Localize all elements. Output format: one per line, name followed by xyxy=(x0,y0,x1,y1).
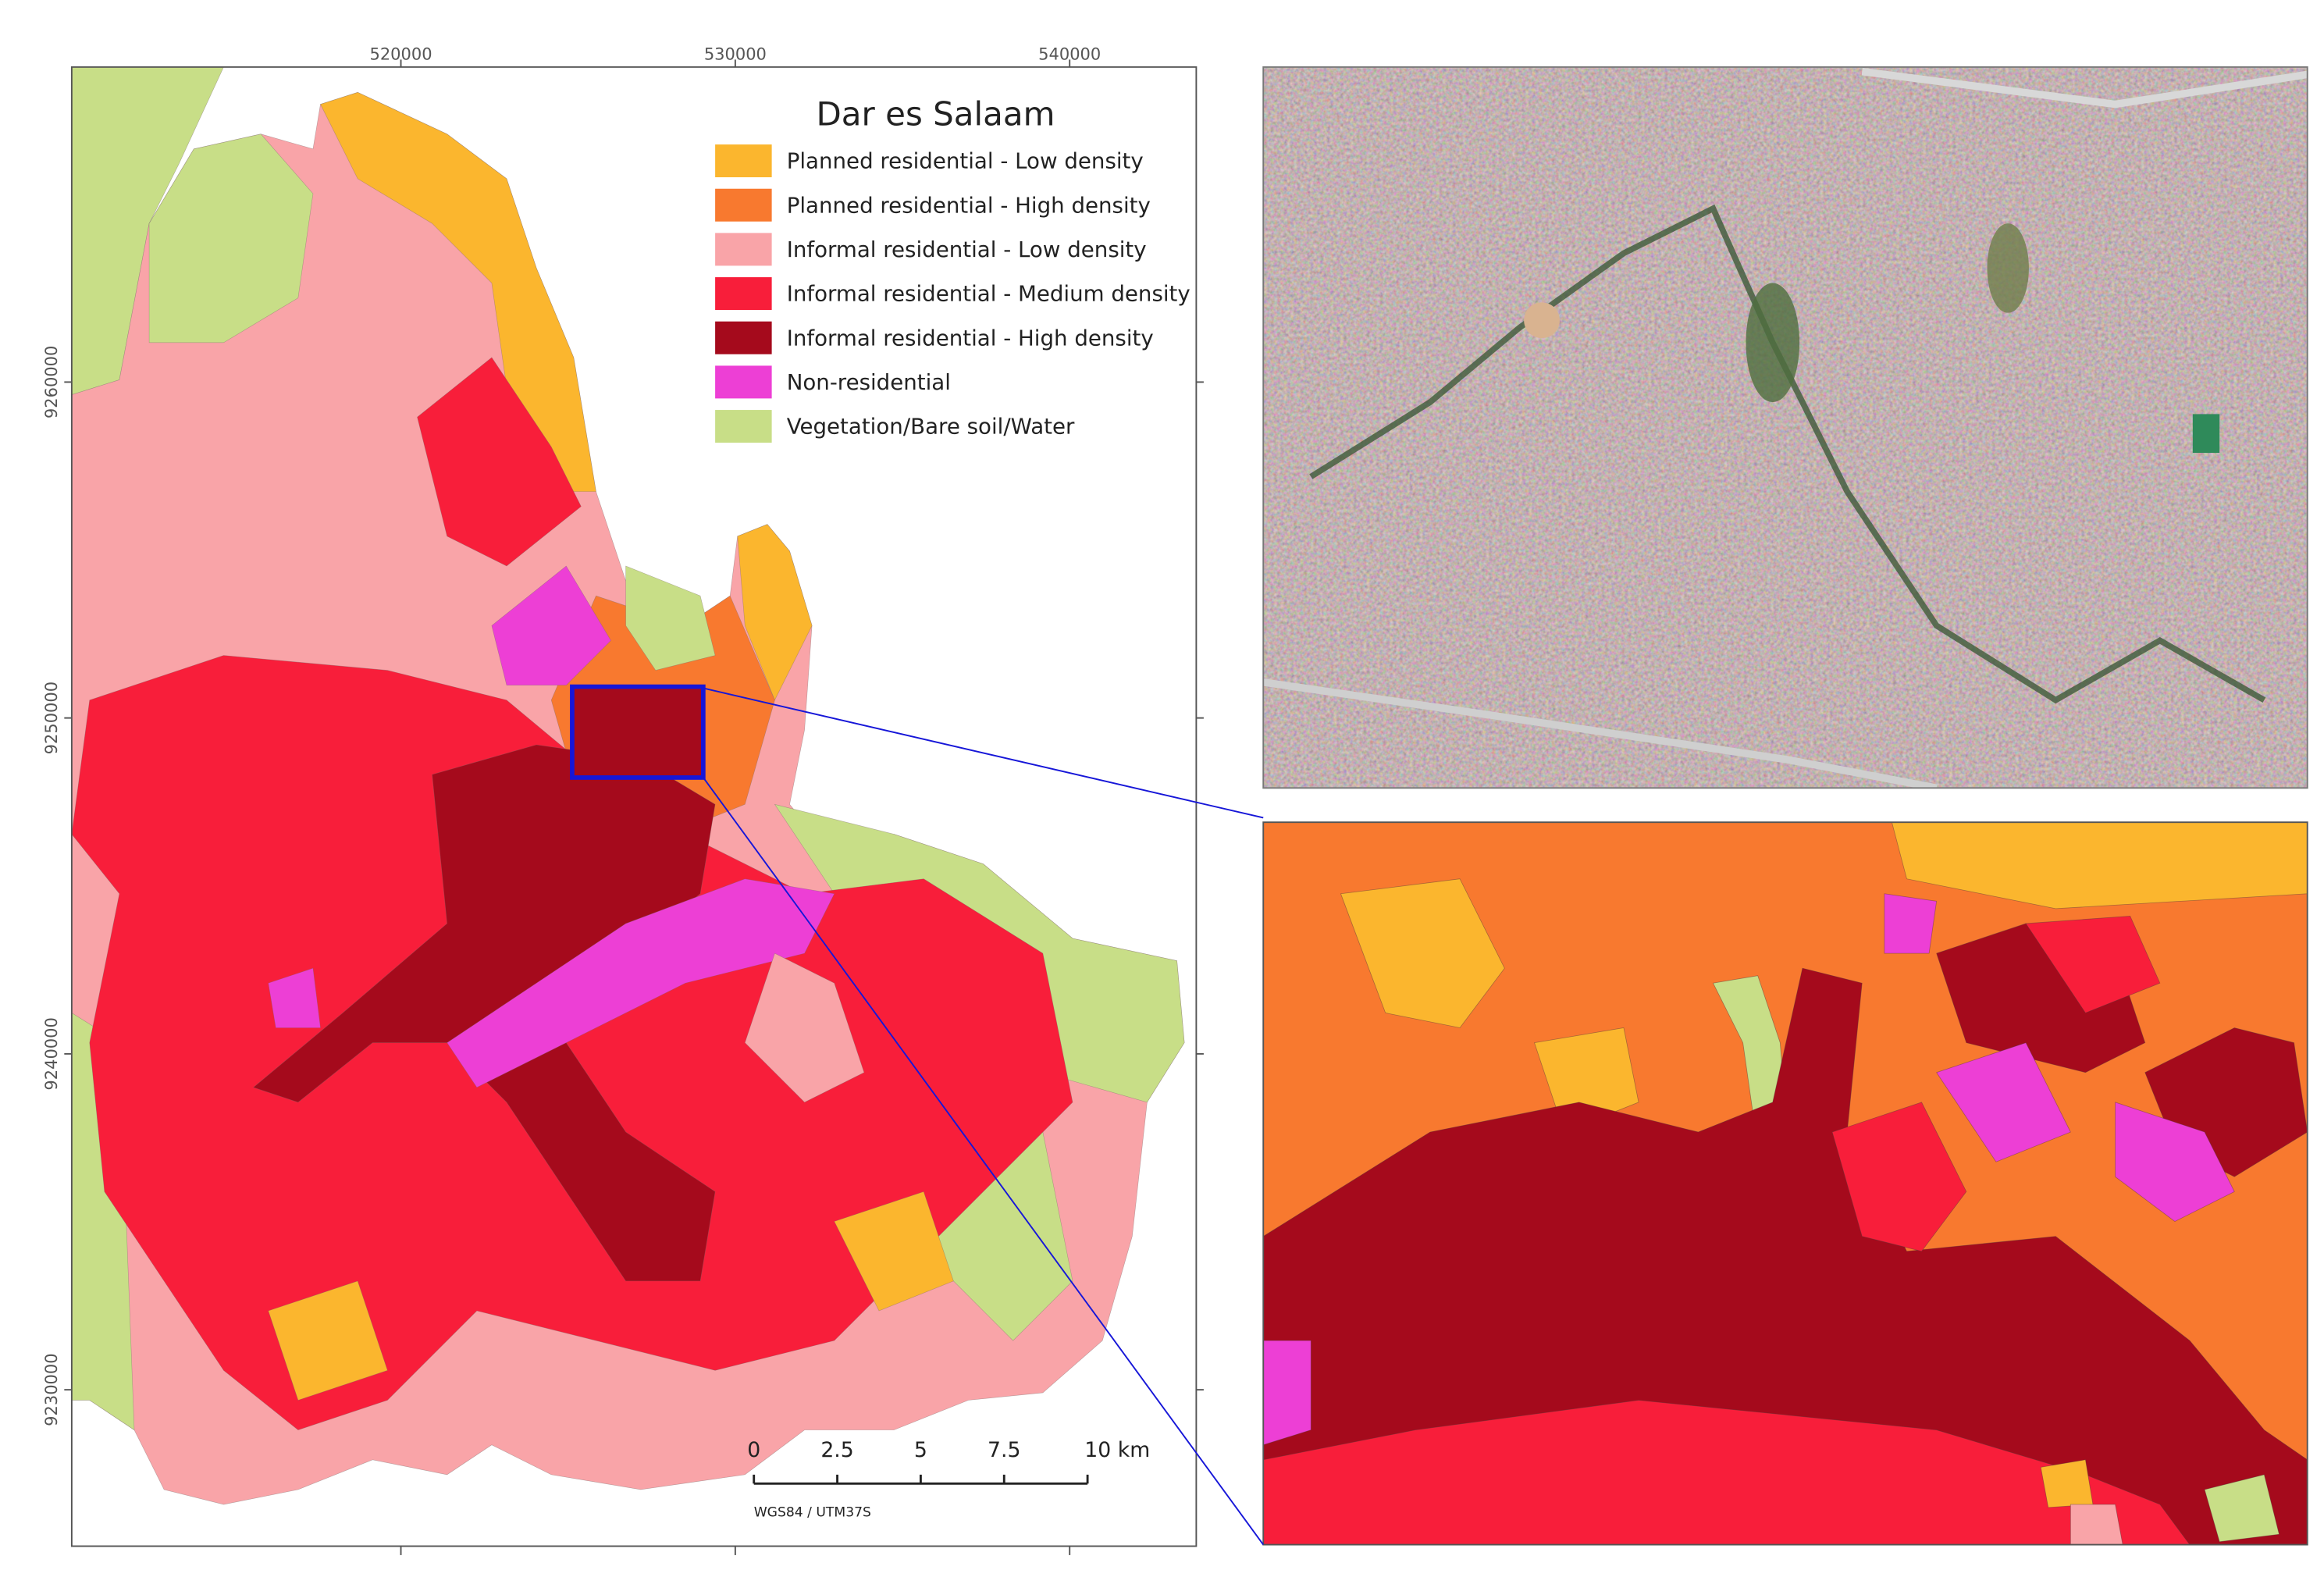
zoom-patch xyxy=(1884,893,1938,954)
satellite-texture xyxy=(1263,66,2308,789)
land-use-patch xyxy=(320,91,596,492)
land-use-patch xyxy=(268,1280,388,1401)
zoom-box xyxy=(570,684,706,780)
land-use-patch xyxy=(148,134,314,344)
scale-bar: WGS84 / UTM37S 0 2.5 5 7.5 10 km xyxy=(747,1438,1150,1520)
sports-field xyxy=(2192,414,2220,454)
zoom-patch xyxy=(2115,1102,2235,1222)
land-use-patch xyxy=(491,565,611,685)
zoom-patch xyxy=(1340,878,1505,1028)
zoom-patch xyxy=(2070,1504,2123,1545)
map-title: Dar es Salaam xyxy=(816,94,1055,133)
zoom-map xyxy=(1263,822,2308,1545)
y-tick-label: 9240000 xyxy=(42,1017,61,1090)
y-tick-label: 9260000 xyxy=(42,346,61,418)
legend-label: Informal residential - Medium density xyxy=(787,281,1190,307)
scale-label: 2.5 xyxy=(820,1438,853,1462)
legend-swatch xyxy=(715,410,772,443)
vegetation xyxy=(1746,283,1800,403)
scale-label: 5 xyxy=(914,1438,927,1462)
zoom-patch xyxy=(1263,1340,1311,1446)
scale-label: 0 xyxy=(747,1438,760,1462)
zoom-patch xyxy=(1831,1102,1967,1252)
land-use-patch xyxy=(834,1191,954,1312)
zoom-patch xyxy=(2040,1459,2094,1508)
crs-label: WGS84 / UTM37S xyxy=(754,1504,871,1520)
legend-label: Vegetation/Bare soil/Water xyxy=(787,414,1075,440)
land-use-patch xyxy=(268,967,321,1028)
legend-swatch xyxy=(715,321,772,354)
scale-label: 10 km xyxy=(1084,1438,1150,1462)
y-tick-label: 9230000 xyxy=(42,1353,61,1426)
legend-swatch xyxy=(715,144,772,178)
zoom-patch xyxy=(1936,1042,2071,1162)
satellite-tint xyxy=(1263,66,2308,789)
y-tick-label: 9250000 xyxy=(42,682,61,754)
map-ticks: 520000 530000 5400009260000925000092400009… xyxy=(42,45,1204,1555)
land-use-patch xyxy=(447,878,835,1088)
legend-swatch xyxy=(715,365,772,399)
legend-swatch xyxy=(715,277,772,311)
scale-label: 7.5 xyxy=(988,1438,1020,1462)
legend: Planned residential - Low density Planned… xyxy=(715,144,1190,443)
legend-label: Planned residential - High density xyxy=(787,192,1151,218)
zoom-patch xyxy=(2025,916,2161,1013)
land-use-map xyxy=(71,66,1185,1505)
connector-line xyxy=(703,777,1265,1546)
satellite-image xyxy=(1263,66,2308,789)
land-use-patch xyxy=(253,744,716,1282)
land-use-patch xyxy=(625,565,716,671)
legend-label: Planned residential - Low density xyxy=(787,148,1144,174)
bare-soil xyxy=(1524,302,1560,339)
zoom-patch xyxy=(1892,822,2308,910)
satellite-frame xyxy=(1262,66,2308,789)
land-use-patch xyxy=(737,524,813,701)
land-use-patch xyxy=(571,686,704,778)
road xyxy=(1263,678,1938,789)
legend-label: Informal residential - High density xyxy=(787,325,1154,351)
zoom-patch xyxy=(1263,1400,2191,1545)
vegetation xyxy=(1987,223,2029,313)
zoom-frame xyxy=(1262,821,2308,1546)
zoom-patch xyxy=(2204,1474,2280,1543)
map-frame xyxy=(70,66,1198,1547)
legend-swatch xyxy=(715,188,772,222)
land-use-patch xyxy=(744,952,865,1103)
legend-label: Informal residential - Low density xyxy=(787,237,1147,262)
land-use-patch xyxy=(417,357,582,567)
legend-label: Non-residential xyxy=(787,369,951,395)
legend-swatch xyxy=(715,233,772,266)
road xyxy=(1861,67,2308,109)
connector-line xyxy=(703,687,1264,819)
